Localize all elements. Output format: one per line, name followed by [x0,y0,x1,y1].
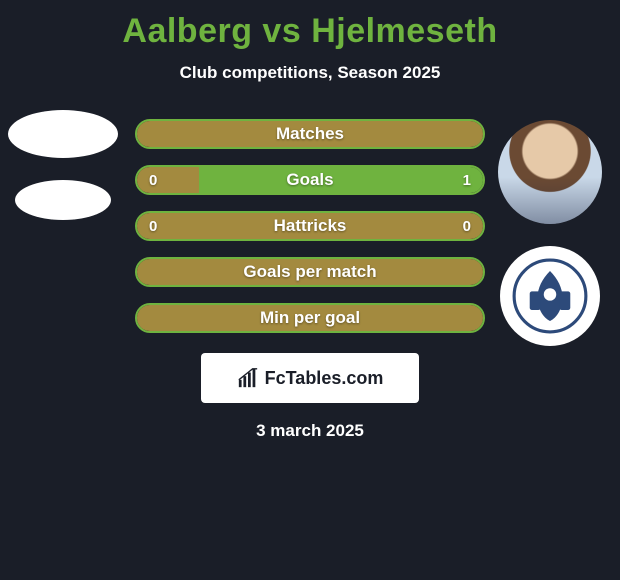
right-player-avatar [498,120,602,224]
bar-value-right: 0 [463,218,471,235]
bar-value-right: 1 [463,172,471,189]
stat-bar-goals: 0 1 Goals [135,165,485,195]
comparison-bars: Matches 0 1 Goals 0 0 Hattricks Goals per match… [135,119,485,333]
bar-fill-left [137,167,199,193]
bar-label: Min per goal [260,308,360,328]
club-crest-icon [511,257,589,335]
bar-value-left: 0 [149,172,157,189]
bar-label: Matches [276,124,344,144]
stat-bar-goals-per-match: Goals per match [135,257,485,287]
bar-value-left: 0 [149,218,157,235]
left-player-column [8,110,118,220]
page-title: Aalberg vs Hjelmeseth [0,0,620,51]
bar-chart-icon [237,367,259,389]
stat-bar-matches: Matches [135,119,485,149]
bar-label: Goals [286,170,333,190]
date-label: 3 march 2025 [0,421,620,441]
left-avatar-placeholder [8,110,118,158]
bar-label: Goals per match [243,262,376,282]
stat-bar-hattricks: 0 0 Hattricks [135,211,485,241]
stat-bar-min-per-goal: Min per goal [135,303,485,333]
logo-text: FcTables.com [265,368,384,389]
bar-label: Hattricks [274,216,347,236]
left-club-placeholder [15,180,111,220]
right-club-crest [500,246,600,346]
bar-fill-right [199,167,483,193]
right-player-column [498,120,602,346]
subtitle: Club competitions, Season 2025 [0,63,620,83]
fctables-logo: FcTables.com [201,353,419,403]
